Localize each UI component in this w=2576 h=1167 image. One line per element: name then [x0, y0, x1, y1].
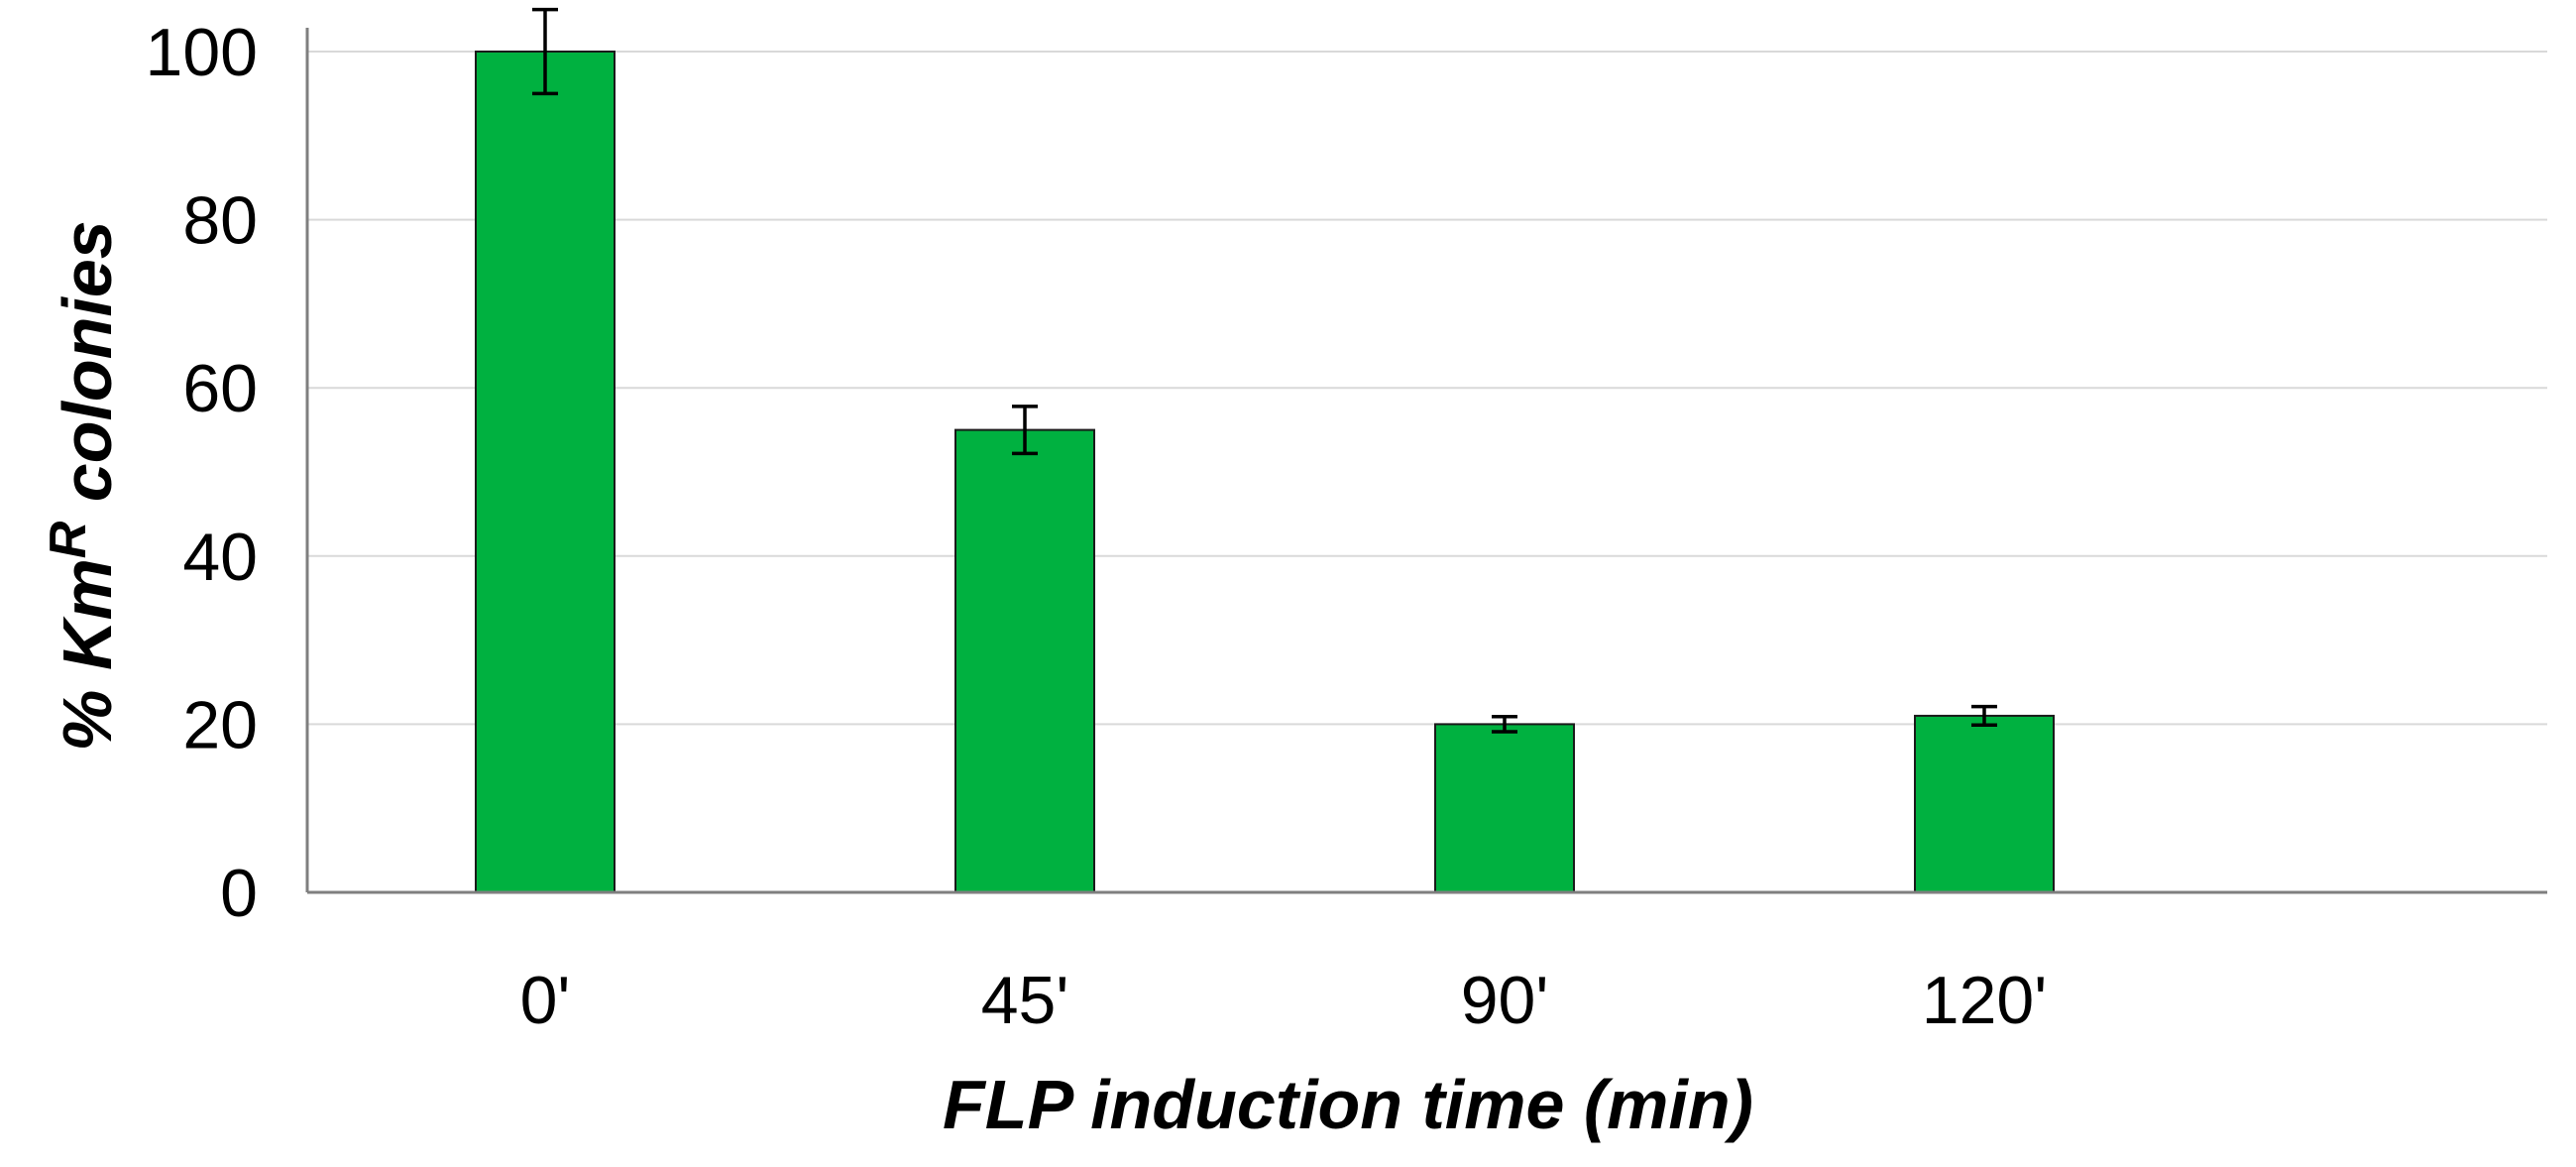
bar-3 — [1914, 714, 2055, 893]
y-axis-title-superscript: R — [40, 521, 97, 558]
x-tick-label-2: 90' — [1461, 963, 1549, 1038]
bar-0 — [475, 51, 616, 893]
y-tick-label-0: 0 — [220, 856, 258, 931]
y-tick-label-100: 100 — [146, 15, 258, 90]
x-tick-label-3: 120' — [1922, 963, 2047, 1038]
x-axis-title: FLP induction time (min) — [943, 1066, 1753, 1143]
gridlines — [307, 51, 2547, 726]
bar-1 — [954, 428, 1095, 893]
y-tick-labels: 0 20 40 60 80 100 — [146, 15, 258, 931]
y-axis-title-suffix: colonies — [49, 220, 126, 521]
x-tick-label-1: 45' — [981, 963, 1069, 1038]
y-axis-title: % KmR colonies — [40, 220, 126, 751]
x-tick-label-0: 0' — [520, 963, 571, 1038]
y-tick-label-20: 20 — [182, 687, 258, 762]
x-tick-labels: 0' 45' 90' 120' — [520, 963, 2048, 1038]
bars — [475, 51, 2055, 894]
axes — [305, 28, 2547, 894]
bar-2 — [1434, 723, 1575, 894]
y-tick-label-80: 80 — [182, 183, 258, 259]
y-tick-label-60: 60 — [182, 351, 258, 426]
y-tick-label-40: 40 — [182, 520, 258, 595]
y-axis-title-prefix: % Km — [49, 558, 126, 751]
error-bars — [532, 7, 1997, 734]
